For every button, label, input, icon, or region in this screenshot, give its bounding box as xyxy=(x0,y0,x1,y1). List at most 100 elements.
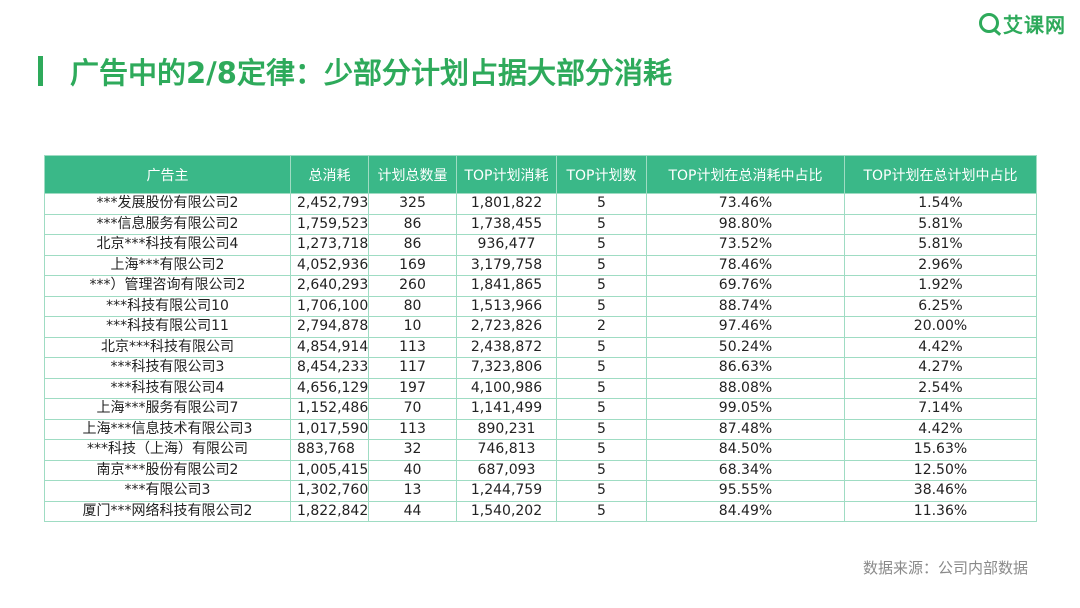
table-row: 上海***信息技术有限公司3 1,017,590 113 890,231 5 87.48%… xyxy=(44,418,1037,440)
cell-plan-count: 10 xyxy=(368,316,457,338)
cell-spend-share: 99.05% xyxy=(646,398,845,420)
cell-total-spend: 883,768 xyxy=(290,439,369,461)
cell-spend-share: 87.48% xyxy=(646,418,845,440)
cell-plan-count: 44 xyxy=(368,500,457,522)
cell-advertiser: ***发展股份有限公司2 xyxy=(44,193,291,215)
cell-top-count: 5 xyxy=(556,500,647,522)
data-source-note: 数据来源：公司内部数据 xyxy=(862,559,1028,577)
cell-total-spend: 2,452,793 xyxy=(290,193,369,215)
cell-advertiser: ***科技有限公司3 xyxy=(44,357,291,379)
cell-total-spend: 1,005,415 xyxy=(290,459,369,481)
header-top-spend: TOP计划消耗 xyxy=(456,155,557,194)
cell-total-spend: 1,759,523 xyxy=(290,213,369,235)
cell-top-count: 5 xyxy=(556,418,647,440)
cell-top-spend: 1,513,966 xyxy=(456,295,557,317)
page-title: 广告中的2/8定律：少部分计划占据大部分消耗 xyxy=(70,56,672,90)
cell-plan-share: 1.54% xyxy=(844,193,1037,215)
cell-spend-share: 95.55% xyxy=(646,480,845,502)
cell-spend-share: 84.50% xyxy=(646,439,845,461)
cell-top-count: 2 xyxy=(556,316,647,338)
cell-plan-count: 86 xyxy=(368,213,457,235)
cell-top-spend: 890,231 xyxy=(456,418,557,440)
cell-advertiser: 北京***科技有限公司 xyxy=(44,336,291,358)
cell-plan-count: 80 xyxy=(368,295,457,317)
cell-plan-share: 1.92% xyxy=(844,275,1037,297)
cell-top-spend: 746,813 xyxy=(456,439,557,461)
cell-top-count: 5 xyxy=(556,193,647,215)
cell-spend-share: 78.46% xyxy=(646,254,845,276)
cell-total-spend: 4,052,936 xyxy=(290,254,369,276)
cell-spend-share: 68.34% xyxy=(646,459,845,481)
cell-plan-share: 7.14% xyxy=(844,398,1037,420)
cell-top-count: 5 xyxy=(556,213,647,235)
table-row: ***科技有限公司11 2,794,878 10 2,723,826 2 97.46% 20… xyxy=(44,316,1037,338)
cell-spend-share: 88.08% xyxy=(646,377,845,399)
cell-top-spend: 687,093 xyxy=(456,459,557,481)
cell-spend-share: 97.46% xyxy=(646,316,845,338)
cell-advertiser: ***科技有限公司11 xyxy=(44,316,291,338)
cell-plan-count: 260 xyxy=(368,275,457,297)
cell-top-spend: 1,141,499 xyxy=(456,398,557,420)
cell-advertiser: 上海***服务有限公司7 xyxy=(44,398,291,420)
cell-total-spend: 1,302,760 xyxy=(290,480,369,502)
cell-plan-count: 86 xyxy=(368,234,457,256)
cell-plan-share: 15.63% xyxy=(844,439,1037,461)
cell-advertiser: 南京***股份有限公司2 xyxy=(44,459,291,481)
cell-spend-share: 73.52% xyxy=(646,234,845,256)
cell-plan-share: 5.81% xyxy=(844,213,1037,235)
cell-top-spend: 1,841,865 xyxy=(456,275,557,297)
cell-top-spend: 1,540,202 xyxy=(456,500,557,522)
cell-top-count: 5 xyxy=(556,357,647,379)
cell-spend-share: 98.80% xyxy=(646,213,845,235)
title-accent-bar xyxy=(38,56,43,86)
cell-top-count: 5 xyxy=(556,480,647,502)
cell-plan-share: 6.25% xyxy=(844,295,1037,317)
cell-spend-share: 86.63% xyxy=(646,357,845,379)
cell-top-spend: 1,244,759 xyxy=(456,480,557,502)
cell-top-count: 5 xyxy=(556,439,647,461)
table-row: ***有限公司3 1,302,760 13 1,244,759 5 95.55% 38.46… xyxy=(44,480,1037,502)
cell-plan-share: 4.42% xyxy=(844,418,1037,440)
cell-plan-share: 20.00% xyxy=(844,316,1037,338)
cell-plan-share: 2.96% xyxy=(844,254,1037,276)
table-row: 上海***有限公司2 4,052,936 169 3,179,758 5 78.46% 2.… xyxy=(44,254,1037,276)
cell-advertiser: 上海***有限公司2 xyxy=(44,254,291,276)
cell-total-spend: 1,822,842 xyxy=(290,500,369,522)
advertiser-table: 广告主 总消耗 计划总数量 TOP计划消耗 TOP计划数 TOP计划在总消耗中占… xyxy=(44,155,1037,522)
table-row: ***科技有限公司10 1,706,100 80 1,513,966 5 88.74% 6.… xyxy=(44,295,1037,317)
cell-total-spend: 8,454,233 xyxy=(290,357,369,379)
cell-advertiser: ***有限公司3 xyxy=(44,480,291,502)
table-row: ***科技（上海）有限公司 883,768 32 746,813 5 84.50% 15.6… xyxy=(44,439,1037,461)
cell-total-spend: 1,152,486 xyxy=(290,398,369,420)
header-total-spend: 总消耗 xyxy=(290,155,369,194)
table-row: 上海***服务有限公司7 1,152,486 70 1,141,499 5 99.05% 7… xyxy=(44,398,1037,420)
cell-total-spend: 1,706,100 xyxy=(290,295,369,317)
cell-plan-count: 70 xyxy=(368,398,457,420)
cell-plan-count: 169 xyxy=(368,254,457,276)
table-row: ***发展股份有限公司2 2,452,793 325 1,801,822 5 73.46%… xyxy=(44,193,1037,215)
cell-total-spend: 1,273,718 xyxy=(290,234,369,256)
cell-spend-share: 84.49% xyxy=(646,500,845,522)
header-advertiser: 广告主 xyxy=(44,155,291,194)
cell-plan-share: 4.27% xyxy=(844,357,1037,379)
cell-advertiser: ***科技有限公司4 xyxy=(44,377,291,399)
cell-plan-share: 5.81% xyxy=(844,234,1037,256)
logo-icon xyxy=(979,13,999,33)
cell-advertiser: ***信息服务有限公司2 xyxy=(44,213,291,235)
table-row: 北京***科技有限公司 4,854,914 113 2,438,872 5 50.24% 4… xyxy=(44,336,1037,358)
cell-spend-share: 50.24% xyxy=(646,336,845,358)
cell-total-spend: 4,854,914 xyxy=(290,336,369,358)
cell-top-count: 5 xyxy=(556,234,647,256)
cell-top-count: 5 xyxy=(556,377,647,399)
table-row: 北京***科技有限公司4 1,273,718 86 936,477 5 73.52% 5.8… xyxy=(44,234,1037,256)
header-plan-count: 计划总数量 xyxy=(368,155,457,194)
table-row: ***科技有限公司4 4,656,129 197 4,100,986 5 88.08% 2.… xyxy=(44,377,1037,399)
cell-plan-count: 117 xyxy=(368,357,457,379)
table-row: ***科技有限公司3 8,454,233 117 7,323,806 5 86.63% 4.… xyxy=(44,357,1037,379)
cell-top-count: 5 xyxy=(556,398,647,420)
cell-top-count: 5 xyxy=(556,295,647,317)
cell-top-spend: 2,723,826 xyxy=(456,316,557,338)
cell-total-spend: 1,017,590 xyxy=(290,418,369,440)
cell-total-spend: 2,794,878 xyxy=(290,316,369,338)
cell-spend-share: 88.74% xyxy=(646,295,845,317)
